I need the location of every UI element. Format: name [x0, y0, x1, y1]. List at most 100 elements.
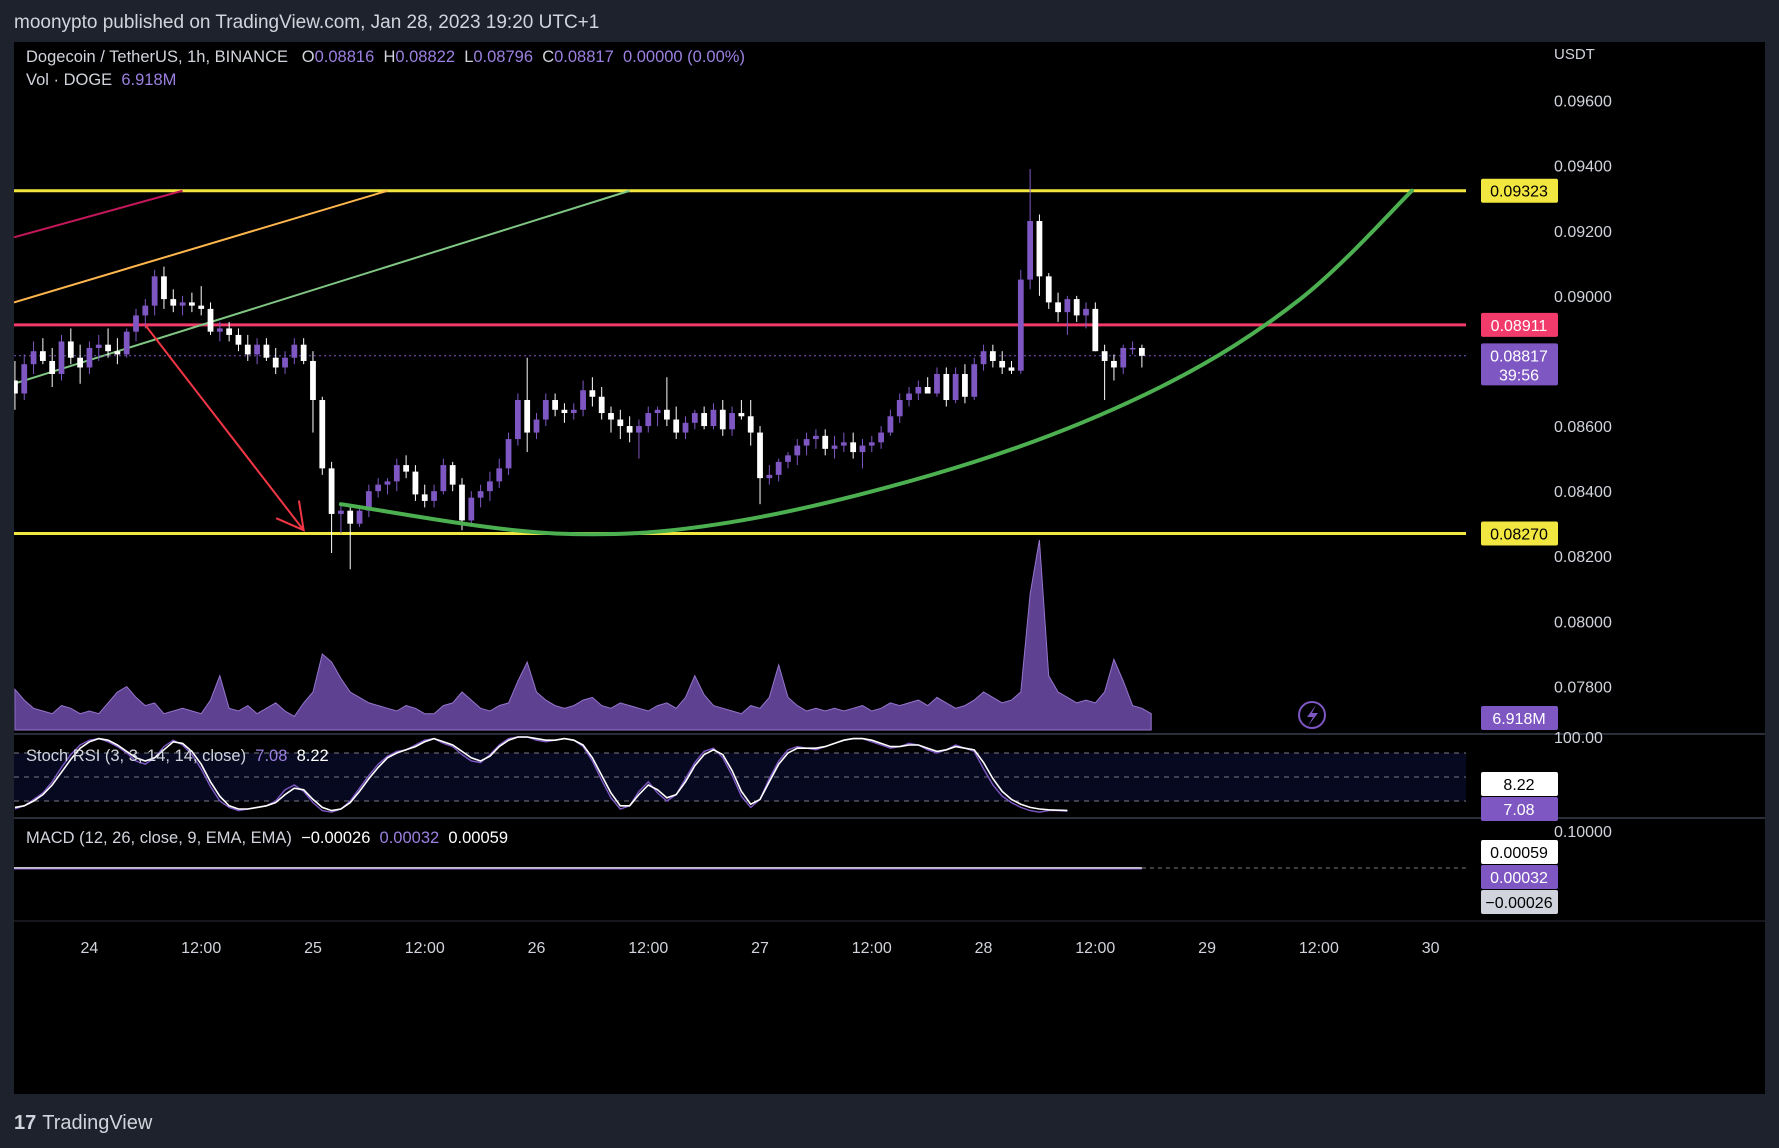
candle-body[interactable] — [719, 409, 726, 430]
candle-body[interactable] — [207, 308, 214, 332]
candle-body[interactable] — [729, 413, 735, 430]
candle-body[interactable] — [67, 341, 74, 358]
stoch-k-line[interactable] — [14, 736, 1068, 813]
candle-body[interactable] — [310, 360, 316, 401]
candle-body[interactable] — [1083, 308, 1089, 316]
candle-body[interactable] — [831, 445, 838, 449]
stoch-d-axis-label[interactable]: 8.22 — [1481, 772, 1558, 796]
candle-body[interactable] — [14, 380, 18, 394]
macd-signal-axis-label[interactable]: 0.00059 — [1481, 840, 1558, 864]
candle-body[interactable] — [589, 390, 596, 397]
volume-label[interactable]: Vol · DOGE — [26, 71, 113, 89]
candle-body[interactable] — [39, 351, 46, 361]
candle-body[interactable] — [505, 439, 512, 469]
candle-body[interactable] — [915, 387, 922, 394]
candle-body[interactable] — [1111, 360, 1117, 368]
candle-body[interactable] — [189, 302, 195, 306]
stoch-d-line[interactable] — [14, 736, 1068, 812]
candle-body[interactable] — [403, 465, 409, 472]
candle-body[interactable] — [431, 491, 437, 501]
macd-histogram-axis-label[interactable]: −0.00026 — [1481, 890, 1558, 914]
stoch-k-axis-label[interactable]: 7.08 — [1481, 797, 1558, 821]
candle-body[interactable] — [449, 465, 456, 485]
candle-body[interactable] — [105, 344, 111, 352]
candle-body[interactable] — [822, 435, 829, 449]
candle-body[interactable] — [962, 373, 968, 397]
candle-body[interactable] — [561, 409, 568, 414]
candle-body[interactable] — [338, 510, 344, 514]
candle-body[interactable] — [645, 413, 652, 427]
candle-body[interactable] — [412, 471, 419, 495]
candle-body[interactable] — [598, 396, 605, 414]
candle-body[interactable] — [524, 400, 531, 433]
candle-body[interactable] — [384, 481, 391, 485]
candle-body[interactable] — [673, 419, 680, 433]
candle-body[interactable] — [691, 413, 698, 423]
candle-body[interactable] — [235, 334, 242, 345]
candle-body[interactable] — [254, 344, 260, 355]
candle-body[interactable] — [934, 373, 940, 394]
candle-body[interactable] — [133, 315, 139, 332]
candle-body[interactable] — [626, 426, 633, 433]
candle-body[interactable] — [356, 510, 363, 524]
candle-body[interactable] — [86, 347, 93, 368]
stoch-label[interactable]: Stoch RSI (3, 3, 14, 14, close) — [26, 747, 247, 765]
candle-body[interactable] — [282, 357, 288, 368]
candle-body[interactable] — [813, 435, 819, 440]
candle-body[interactable] — [636, 426, 642, 433]
candle-body[interactable] — [533, 419, 540, 433]
candle-body[interactable] — [906, 393, 912, 401]
candle-body[interactable] — [216, 328, 223, 332]
candle-body[interactable] — [896, 400, 903, 417]
candle-body[interactable] — [971, 364, 978, 397]
chart-canvas[interactable]: USDT 0.09600 0.09400 0.09200 0.09000 0.08600 0… — [14, 42, 1765, 1094]
price-axis-label[interactable]: 0.08911 — [1481, 312, 1558, 337]
candle-body[interactable] — [300, 344, 307, 361]
candle-body[interactable] — [21, 364, 28, 394]
lightning-icon[interactable] — [1298, 701, 1326, 729]
symbol-name[interactable]: Dogecoin / TetherUS, 1h, BINANCE — [26, 48, 288, 66]
candle-body[interactable] — [943, 373, 950, 401]
candle-body[interactable] — [1120, 347, 1127, 368]
tradingview-brand[interactable]: 17 TradingView — [14, 1108, 152, 1138]
candle-body[interactable] — [123, 331, 130, 355]
candle-body[interactable] — [226, 328, 233, 335]
candle-body[interactable] — [989, 351, 996, 361]
candle-body[interactable] — [850, 442, 857, 453]
candle-body[interactable] — [775, 461, 782, 475]
candle-body[interactable] — [272, 357, 279, 368]
down-arrow-line[interactable] — [144, 324, 305, 531]
candle-body[interactable] — [514, 400, 521, 440]
candle-body[interactable] — [393, 465, 400, 482]
candle-body[interactable] — [608, 413, 614, 420]
candle-body[interactable] — [1129, 347, 1136, 350]
candle-body[interactable] — [1055, 302, 1061, 313]
candle-body[interactable] — [654, 409, 661, 414]
candle-body[interactable] — [440, 465, 447, 492]
candle-body[interactable] — [365, 491, 372, 511]
candle-body[interactable] — [421, 494, 428, 501]
candle-body[interactable] — [1036, 221, 1043, 277]
candle-body[interactable] — [477, 491, 484, 498]
candle-body[interactable] — [1045, 276, 1052, 303]
candle-body[interactable] — [1073, 299, 1080, 316]
candle-body[interactable] — [738, 413, 745, 417]
candle-body[interactable] — [1027, 221, 1034, 280]
candle-body[interactable] — [487, 481, 493, 492]
rounding-bottom-curve[interactable] — [338, 188, 1414, 537]
trend-line[interactable] — [14, 189, 388, 304]
candle-body[interactable] — [1008, 367, 1015, 371]
candle-body[interactable] — [151, 276, 158, 306]
candle-body[interactable] — [263, 344, 270, 358]
candle-body[interactable] — [878, 432, 884, 443]
candle-body[interactable] — [999, 360, 1006, 368]
candle-body[interactable] — [161, 276, 167, 300]
candle-body[interactable] — [496, 468, 503, 482]
candle-body[interactable] — [803, 439, 810, 446]
macd-label[interactable]: MACD (12, 26, close, 9, EMA, EMA) — [26, 829, 292, 847]
candle-body[interactable] — [868, 442, 875, 446]
candle-body[interactable] — [1101, 351, 1108, 361]
candle-body[interactable] — [328, 468, 335, 514]
price-axis-label[interactable]: 0.08270 — [1481, 521, 1558, 546]
candle-body[interactable] — [785, 455, 791, 462]
